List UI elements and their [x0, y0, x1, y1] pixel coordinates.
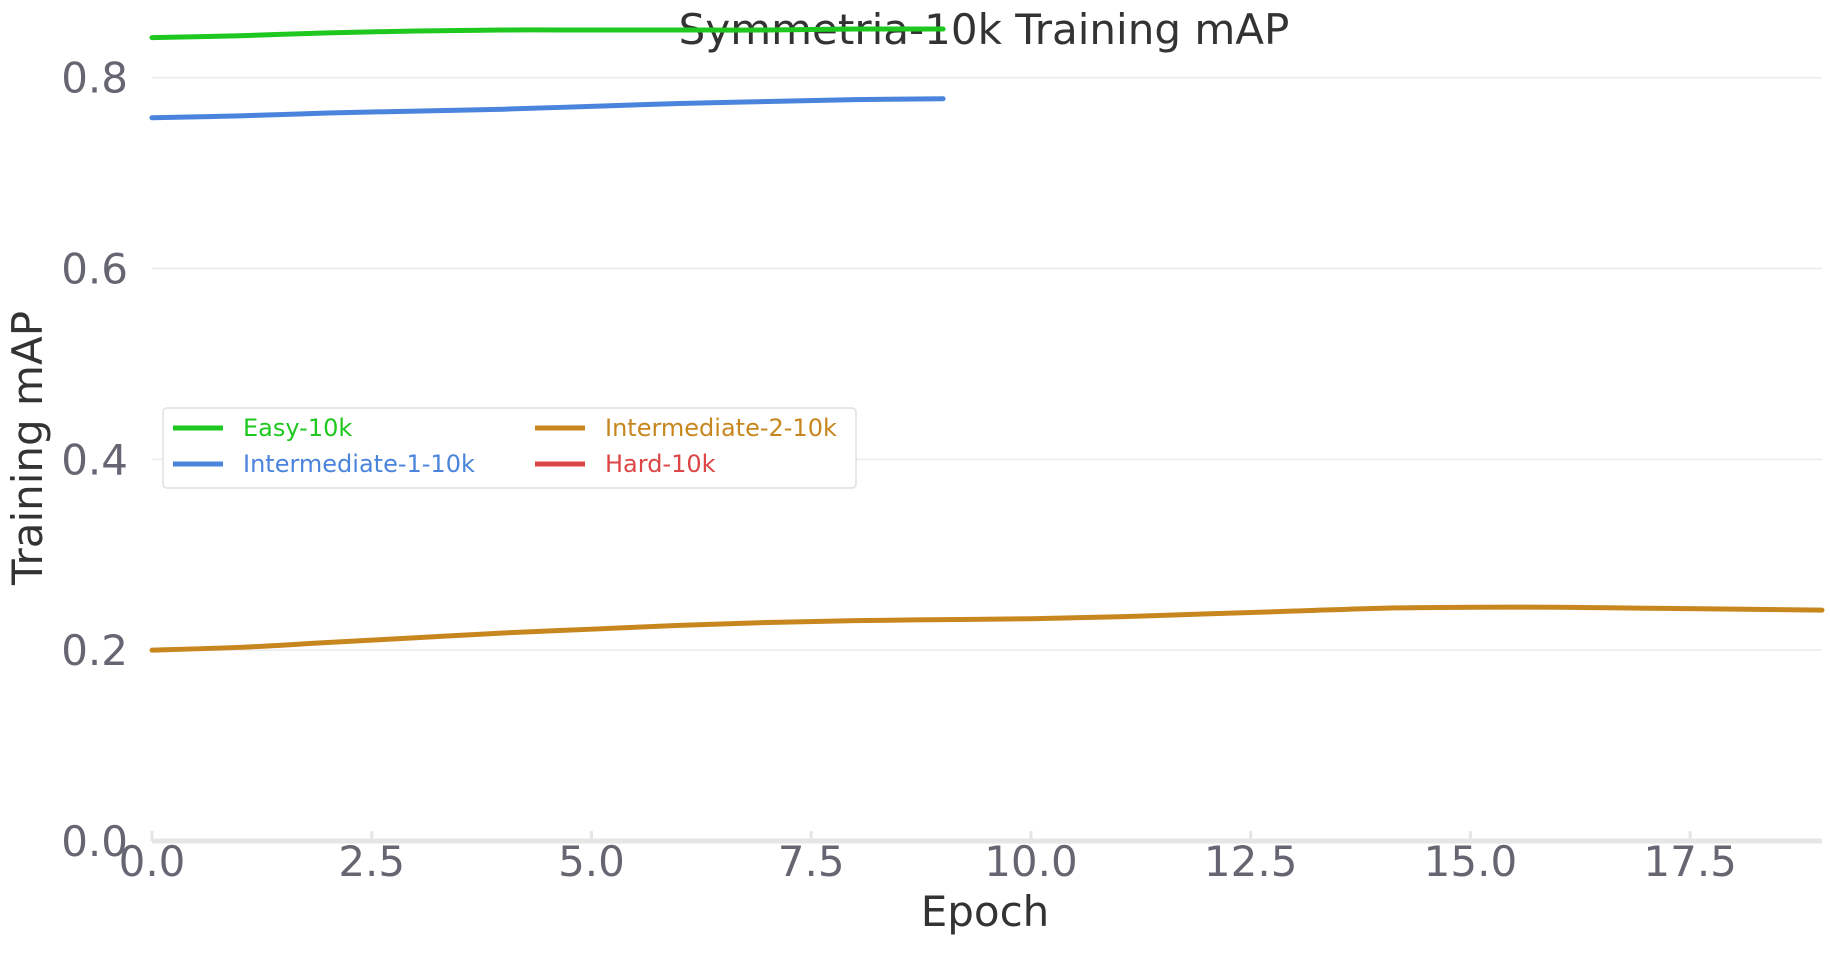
y-tick-label: 0.2 — [61, 626, 128, 675]
x-tick-label: 0.0 — [119, 837, 186, 886]
legend-label-hard-10k: Hard-10k — [605, 450, 716, 478]
x-axis-ticks: 0.0 2.5 5.0 7.5 10.0 12.5 15.0 17.5 — [119, 831, 1737, 886]
legend-box — [162, 407, 857, 489]
grid-lines — [152, 76, 1822, 651]
x-tick-label: 7.5 — [778, 837, 845, 886]
series-line-intermediate-2-10k — [149, 604, 1825, 653]
x-tick-label: 15.0 — [1424, 837, 1518, 886]
y-axis-ticks: 0.0 0.2 0.4 0.6 0.8 — [61, 54, 128, 866]
x-tick-label: 17.5 — [1643, 837, 1737, 886]
x-axis-label: Epoch — [921, 887, 1050, 936]
y-tick-label: 0.6 — [61, 245, 128, 294]
legend-label-easy-10k: Easy-10k — [243, 414, 352, 442]
series-lines — [149, 26, 1825, 653]
x-tick-label: 5.0 — [558, 837, 625, 886]
y-tick-label: 0.4 — [61, 435, 128, 484]
x-tick-label: 12.5 — [1204, 837, 1298, 886]
y-tick-label: 0.8 — [61, 54, 128, 103]
x-tick-label: 2.5 — [338, 837, 405, 886]
y-axis-label: Training mAP — [3, 311, 52, 586]
legend-label-intermediate-1-10k: Intermediate-1-10k — [243, 450, 475, 478]
legend-label-intermediate-2-10k: Intermediate-2-10k — [605, 414, 837, 442]
series-line-intermediate-1-10k — [149, 96, 946, 121]
legend: Easy-10k Intermediate-1-10k Intermediate-2… — [162, 407, 857, 489]
y-tick-label: 0.0 — [61, 817, 128, 866]
x-tick-label: 10.0 — [984, 837, 1078, 886]
series-line-easy-10k — [149, 26, 946, 41]
